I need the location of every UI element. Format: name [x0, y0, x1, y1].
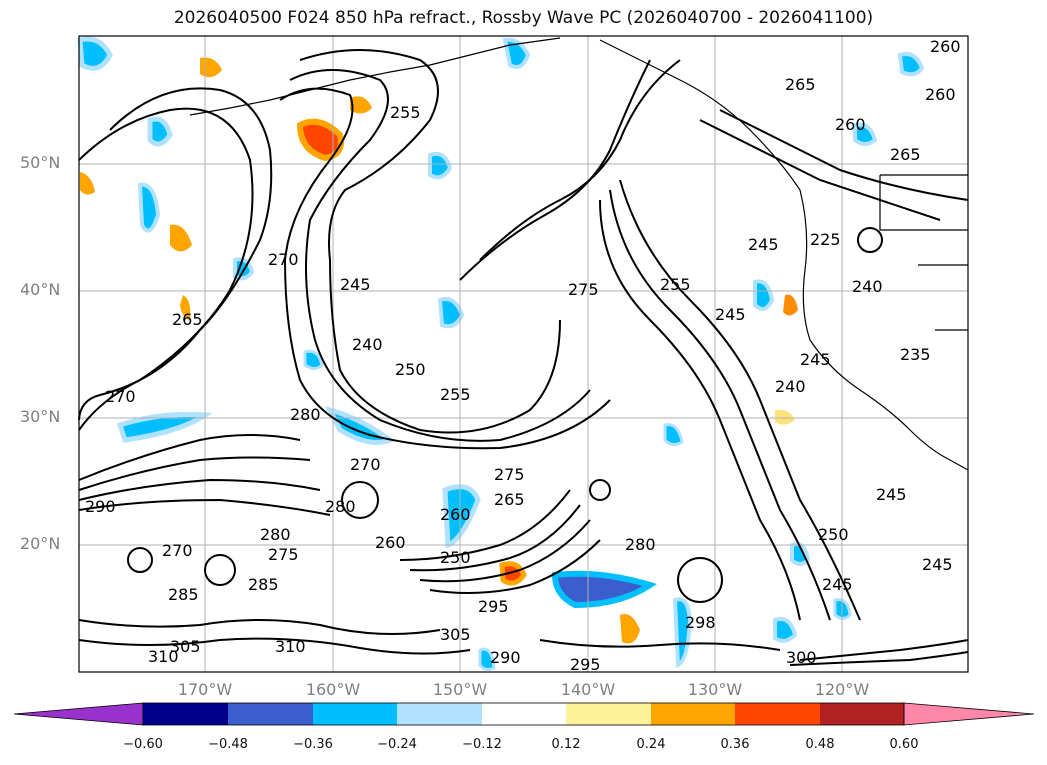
colorbar-bin	[482, 703, 566, 725]
colorbar-tick: 0.48	[805, 737, 835, 752]
colorbar-tick: 0.24	[636, 737, 666, 752]
contour-label: 310	[275, 637, 306, 656]
contour-label: 280	[325, 497, 356, 516]
colorbar-tick: 0.36	[720, 737, 750, 752]
contour-label: 240	[352, 335, 383, 354]
map-title: 2026040500 F024 850 hPa refract., Rossby…	[173, 8, 874, 28]
colorbar-bin	[228, 703, 313, 725]
contour-label: 290	[490, 648, 521, 667]
refractivity-contours	[78, 49, 969, 666]
contour-label: 260	[375, 533, 406, 552]
contour-label: 305	[440, 625, 471, 644]
colorbar-tick: −0.24	[377, 737, 417, 752]
lon-label: 170°W	[177, 680, 233, 699]
contour-label: 225	[810, 230, 841, 249]
contour-label: 260	[835, 115, 866, 134]
coastlines	[189, 37, 969, 471]
contour-label: 280	[625, 535, 656, 554]
contour-label: 265	[494, 490, 525, 509]
contour-label: 280	[260, 525, 291, 544]
colorbar-tick: 0.12	[551, 737, 581, 752]
colorbar-bin	[566, 703, 651, 725]
contour-label: 245	[876, 485, 907, 504]
contour-label: 265	[785, 75, 816, 94]
lat-label: 50°N	[20, 153, 61, 172]
colorbar-bin	[651, 703, 735, 725]
lat-label: 30°N	[20, 407, 61, 426]
contour-label: 255	[440, 385, 471, 404]
colorbar-tick: −0.12	[462, 737, 502, 752]
colorbar-tick: 0.60	[889, 737, 919, 752]
contour-label: 275	[568, 280, 599, 299]
colorbar	[13, 702, 1035, 726]
lon-label: 140°W	[560, 680, 616, 699]
contour-label: 295	[570, 655, 601, 674]
contour-label: 255	[390, 103, 421, 122]
lon-label: 130°W	[687, 680, 743, 699]
lon-label: 120°W	[814, 680, 870, 699]
contour-label: 270	[105, 387, 136, 406]
contour-label: 245	[748, 235, 779, 254]
lat-label: 40°N	[20, 280, 61, 299]
contour-label: 275	[268, 545, 299, 564]
contour-label: 235	[900, 345, 931, 364]
contour-label: 265	[172, 310, 203, 329]
colorbar-extend-right	[903, 702, 1035, 726]
contour-label: 270	[268, 250, 299, 269]
contour-label: 310	[148, 647, 179, 666]
colorbar-bin	[735, 703, 820, 725]
contour-label: 290	[85, 497, 116, 516]
colorbar-extend-left	[13, 702, 144, 726]
colorbar-tick: −0.36	[293, 737, 333, 752]
contour-label: 245	[822, 575, 853, 594]
lat-label: 20°N	[20, 534, 61, 553]
contour-labels: 255 260 265 260 265 260 270 245 240 250 …	[85, 37, 961, 674]
map-frame	[78, 35, 969, 673]
contour-label: 300	[786, 648, 817, 667]
lon-label: 150°W	[432, 680, 488, 699]
colorbar-bin	[143, 703, 228, 725]
colorbar-bin	[313, 703, 397, 725]
contour-label: 245	[922, 555, 953, 574]
colorbar-tick: −0.60	[123, 737, 163, 752]
contour-label: 240	[775, 377, 806, 396]
contour-label: 250	[395, 360, 426, 379]
contour-label: 285	[168, 585, 199, 604]
contour-label: 245	[800, 350, 831, 369]
contour-label: 260	[440, 505, 471, 524]
contour-label: 250	[818, 525, 849, 544]
contour-label: 240	[852, 277, 883, 296]
colorbar-bin	[397, 703, 482, 725]
contour-label: 280	[290, 405, 321, 424]
contour-label: 250	[440, 548, 471, 567]
contour-label: 260	[930, 37, 961, 56]
lon-label: 160°W	[305, 680, 361, 699]
colorbar-bin	[820, 703, 904, 725]
contour-label: 270	[162, 541, 193, 560]
contour-label: 285	[248, 575, 279, 594]
contour-label: 305	[170, 637, 201, 656]
contour-label: 275	[494, 465, 525, 484]
contour-label: 260	[925, 85, 956, 104]
contour-label: 255	[660, 275, 691, 294]
contour-label: 295	[478, 597, 509, 616]
colorbar-tick: −0.48	[208, 737, 248, 752]
contour-label: 270	[350, 455, 381, 474]
contour-label: 245	[340, 275, 371, 294]
contour-label: 298	[685, 613, 716, 632]
contour-label: 265	[890, 145, 921, 164]
contour-label: 245	[715, 305, 746, 324]
